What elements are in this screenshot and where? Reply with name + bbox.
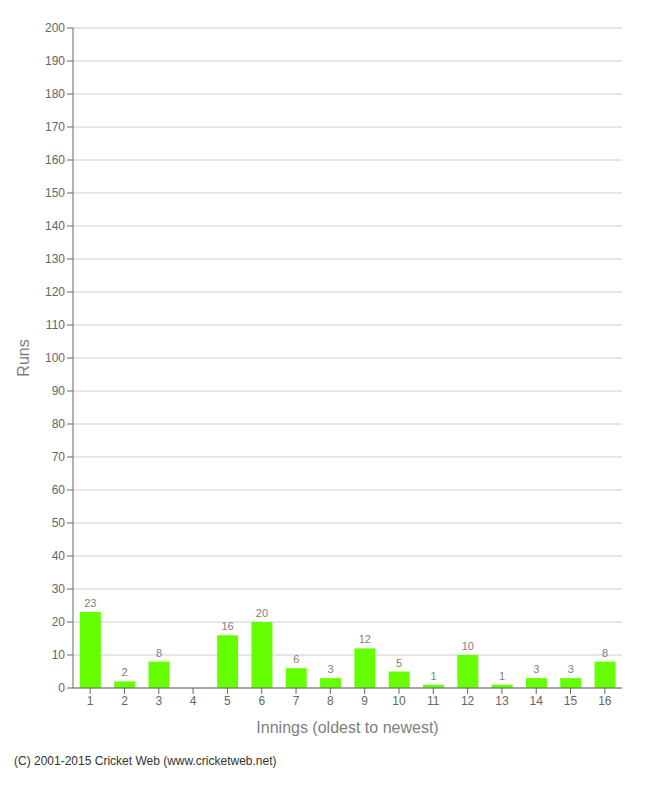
svg-text:60: 60 [52,483,66,497]
svg-text:12: 12 [461,694,475,708]
svg-text:6: 6 [258,694,265,708]
svg-text:190: 190 [45,54,65,68]
svg-text:20: 20 [256,607,268,619]
svg-text:5: 5 [396,657,402,669]
svg-text:10: 10 [462,640,474,652]
svg-text:10: 10 [392,694,406,708]
svg-text:40: 40 [52,549,66,563]
svg-text:13: 13 [495,694,509,708]
html-text:(C) 2001-2015 Cricket Web (www: (C) 2001-2015 Cricket Web (www.cricketwe… [14,754,277,768]
svg-text:16: 16 [221,620,233,632]
svg-text:11: 11 [427,694,440,708]
svg-text:16: 16 [598,694,612,708]
svg-text:2: 2 [121,694,128,708]
svg-text:5: 5 [224,694,231,708]
svg-text:14: 14 [530,694,544,708]
svg-text:140: 140 [45,219,65,233]
svg-text:160: 160 [45,153,65,167]
svg-text:23: 23 [84,597,96,609]
svg-text:10: 10 [52,648,66,662]
svg-text:1: 1 [87,694,94,708]
svg-text:120: 120 [45,285,65,299]
svg-text:200: 200 [45,21,65,35]
svg-text:180: 180 [45,87,65,101]
svg-text:130: 130 [45,252,65,266]
svg-text:1: 1 [499,670,505,682]
svg-text:3: 3 [533,663,539,675]
svg-text:2: 2 [122,666,128,678]
svg-text:150: 150 [45,186,65,200]
svg-text:3: 3 [155,694,162,708]
svg-text:50: 50 [52,516,66,530]
svg-text:9: 9 [361,694,368,708]
svg-text:4: 4 [190,694,197,708]
svg-text:80: 80 [52,417,66,431]
svg-text:Innings (oldest to newest): Innings (oldest to newest) [256,719,438,736]
svg-text:12: 12 [359,633,371,645]
svg-text:20: 20 [52,615,66,629]
svg-text:100: 100 [45,351,65,365]
svg-text:0: 0 [58,681,65,695]
svg-text:90: 90 [52,384,66,398]
svg-text:15: 15 [564,694,578,708]
svg-text:3: 3 [568,663,574,675]
svg-text:8: 8 [327,694,334,708]
svg-text:1: 1 [430,670,436,682]
svg-text:Runs: Runs [15,339,32,376]
svg-text:6: 6 [293,653,299,665]
svg-text:170: 170 [45,120,65,134]
svg-text:110: 110 [46,318,65,332]
svg-text:8: 8 [602,647,608,659]
svg-text:7: 7 [293,694,300,708]
svg-text:8: 8 [156,647,162,659]
svg-text:70: 70 [52,450,66,464]
svg-text:3: 3 [327,663,333,675]
svg-text:30: 30 [52,582,66,596]
